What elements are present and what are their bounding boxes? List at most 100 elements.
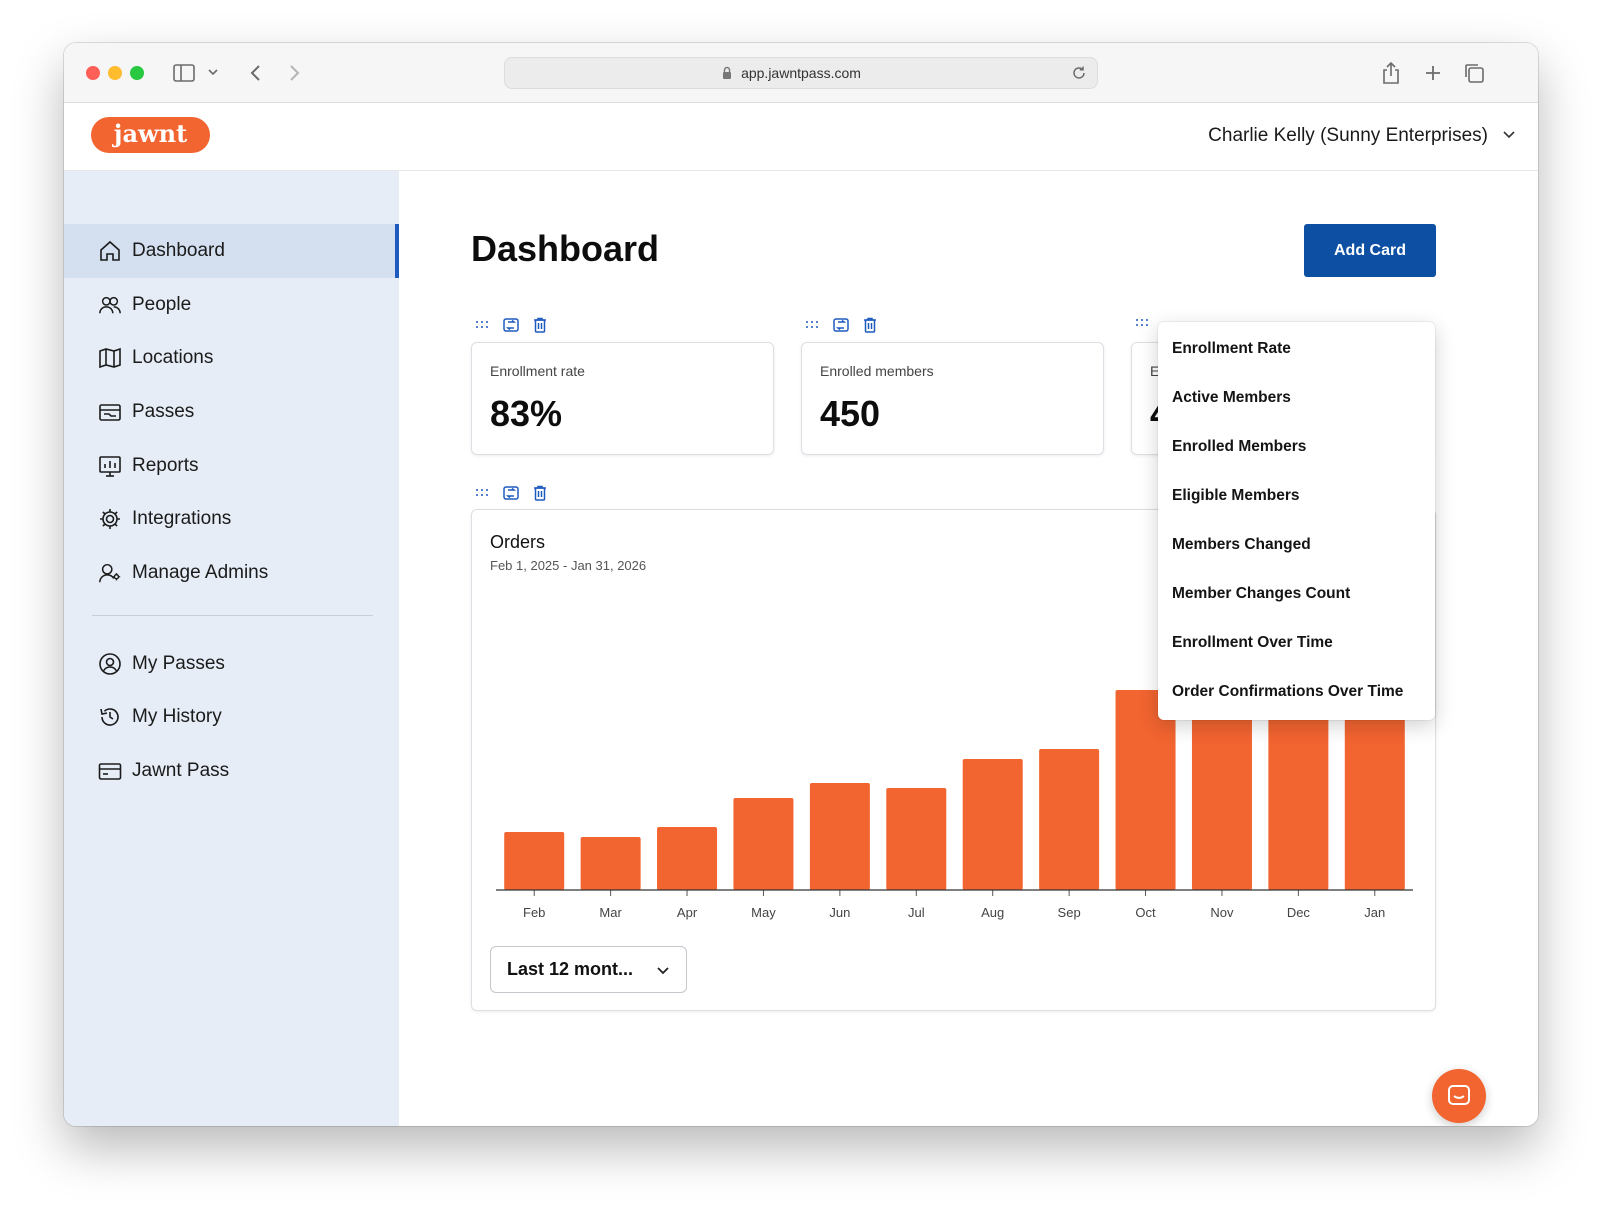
stat-value: 83% [490,393,563,434]
bar-apr[interactable] [657,827,718,890]
sidebar-item-people[interactable]: People [64,278,399,332]
stat-label: E [1150,363,1160,379]
x-tick-label: Apr [677,905,698,920]
stat-value: 450 [820,393,881,434]
browser-toolbar: app.jawntpass.com [64,43,1538,103]
user-circle-icon [99,653,121,675]
stat-label: Enrolled members [820,363,934,379]
browser-window: app.jawntpass.com jawnt Charlie Kelly (S… [64,43,1538,1126]
card-toolbar [805,317,877,333]
chart-date-range: Feb 1, 2025 - Jan 31, 2026 [490,558,647,573]
menu-item-enrollment-rate[interactable]: Enrollment Rate [1172,339,1291,357]
app-header: jawnt Charlie Kelly (Sunny Enterprises) [64,103,1538,171]
sidebar-item-passes[interactable]: Passes [64,385,399,439]
map-icon [99,347,121,369]
bar-jan[interactable] [1344,680,1405,890]
bar-jun[interactable] [809,783,870,890]
chat-support-button[interactable] [1432,1069,1486,1123]
bar-dec[interactable] [1268,680,1329,890]
trash-icon[interactable] [863,317,877,333]
sidebar-item-integrations[interactable]: Integrations [64,492,399,546]
sidebar-item-my-passes[interactable]: My Passes [64,637,399,691]
account-menu[interactable]: Charlie Kelly (Sunny Enterprises) [1208,125,1516,147]
swap-icon[interactable] [503,485,519,501]
date-range-select[interactable]: Last 12 mont... [490,946,687,993]
address-bar[interactable]: app.jawntpass.com [504,57,1098,89]
menu-item-eligible-members[interactable]: Eligible Members [1172,486,1300,504]
sidebar-item-label: Integrations [132,508,232,529]
url-text: app.jawntpass.com [741,65,861,81]
gear-icon [100,509,120,529]
bar-oct[interactable] [1115,690,1176,890]
chevron-down-icon [657,966,669,974]
tab-overview-icon[interactable] [1462,61,1486,85]
sidebar-item-label: My Passes [132,653,225,674]
sidebar-divider [92,615,373,616]
drag-handle-icon[interactable] [805,319,819,331]
maximize-window-button[interactable] [130,66,144,80]
bar-feb[interactable] [504,832,565,890]
history-icon [100,708,119,726]
chat-icon [1448,1085,1470,1105]
bar-may[interactable] [733,798,794,890]
main-content: Dashboard Add Card Enrollment rate 83% E… [399,171,1538,1126]
chevron-down-icon [1502,125,1516,147]
people-icon [99,296,121,314]
share-icon[interactable] [1380,61,1402,85]
home-icon [100,240,120,261]
new-tab-icon[interactable] [1422,61,1444,85]
close-window-button[interactable] [86,66,100,80]
sidebar-item-label: Locations [132,347,214,368]
card-icon [98,763,122,780]
sidebar-item-label: Passes [132,401,195,422]
bar-sep[interactable] [1039,749,1100,890]
sidebar-item-label: People [132,294,192,315]
reload-icon[interactable] [1071,65,1087,86]
bar-aug[interactable] [962,759,1023,890]
trash-icon[interactable] [533,317,547,333]
sidebar-item-label: Reports [132,455,199,476]
sidebar-item-my-history[interactable]: My History [64,690,399,744]
bar-mar[interactable] [580,837,641,890]
card-toolbar [475,317,547,333]
card-toolbar [475,485,547,501]
minimize-window-button[interactable] [108,66,122,80]
menu-item-members-changed[interactable]: Members Changed [1172,535,1311,553]
bar-jul[interactable] [886,788,947,890]
trash-icon[interactable] [533,485,547,501]
drag-handle-icon[interactable] [1135,317,1149,329]
menu-item-order-confirmations-over-time[interactable]: Order Confirmations Over Time [1172,682,1404,700]
bar-nov[interactable] [1191,690,1252,890]
x-tick-label: Dec [1287,905,1311,920]
swap-icon[interactable] [833,317,849,333]
back-icon[interactable] [244,61,268,85]
reports-icon [99,456,121,477]
stat-card-enrollment-rate[interactable]: Enrollment rate 83% [471,342,774,455]
add-card-button[interactable]: Add Card [1304,224,1436,277]
x-tick-label: Jan [1364,905,1385,920]
jawnt-logo[interactable]: jawnt [91,117,210,153]
menu-item-enrollment-over-time[interactable]: Enrollment Over Time [1172,633,1333,651]
sidebar-item-jawnt-pass[interactable]: Jawnt Pass [64,744,399,798]
drag-handle-icon[interactable] [475,319,489,331]
menu-item-active-members[interactable]: Active Members [1172,388,1291,406]
sidebar-toggle-icon[interactable] [172,61,196,85]
x-tick-label: Sep [1058,905,1081,920]
x-tick-label: Jun [829,905,850,920]
menu-item-member-changes-count[interactable]: Member Changes Count [1172,584,1351,602]
stat-card-enrolled-members[interactable]: Enrolled members 450 [801,342,1104,455]
sidebar-item-manage-admins[interactable]: Manage Admins [64,546,399,600]
chart-title: Orders [490,532,546,552]
sidebar-item-locations[interactable]: Locations [64,331,399,385]
lock-icon [722,66,732,85]
forward-icon[interactable] [282,61,306,85]
chevron-down-icon[interactable] [207,65,219,89]
menu-item-enrolled-members[interactable]: Enrolled Members [1172,437,1307,455]
sidebar-item-dashboard[interactable]: Dashboard [64,224,399,278]
sidebar-item-label: My History [132,706,222,727]
sidebar-item-label: Jawnt Pass [132,760,230,781]
drag-handle-icon[interactable] [475,487,489,499]
sidebar: Dashboard People Locations Passes Report… [64,171,399,1126]
sidebar-item-reports[interactable]: Reports [64,439,399,493]
swap-icon[interactable] [503,317,519,333]
